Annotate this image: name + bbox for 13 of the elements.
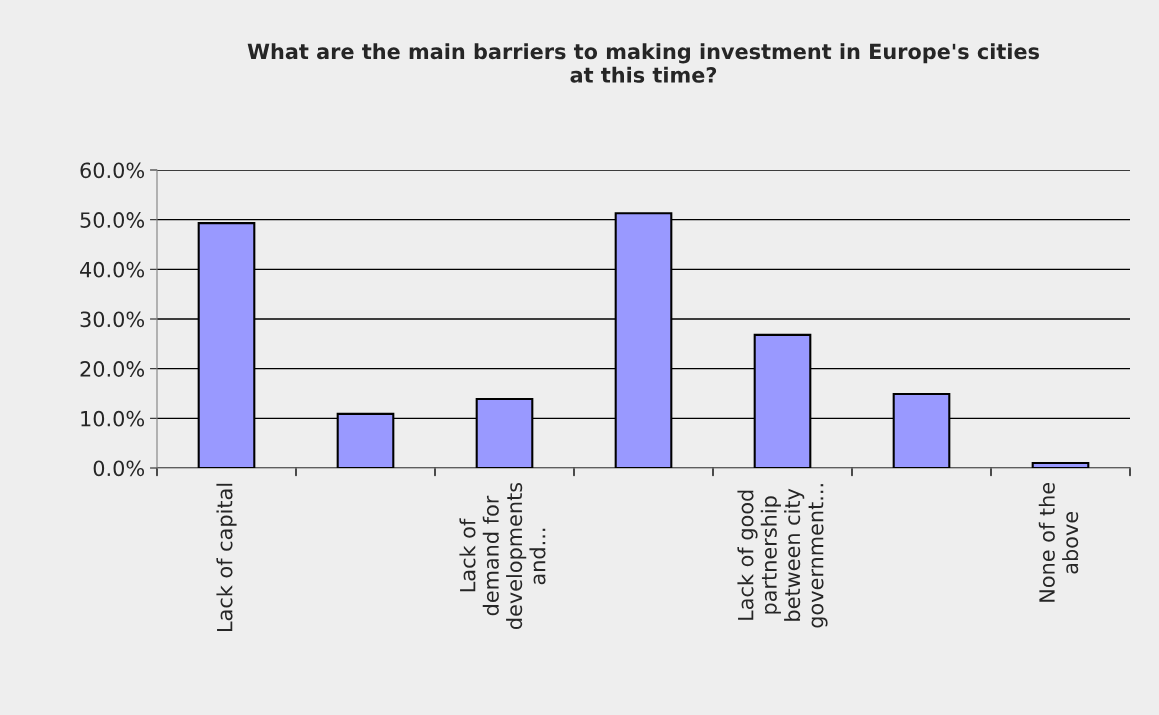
chart-title: What are the main barriers to making investment in Europe's cities at this time?: [247, 43, 1039, 83]
y-tick-label: 50.0%: [80, 212, 145, 228]
x-tick-label: Lack of good partnership between city government...: [737, 484, 828, 628]
y-tick-label: 0.0%: [93, 460, 145, 477]
y-tick-label: 30.0%: [80, 311, 145, 328]
y-tick-label: 20.0%: [80, 361, 145, 377]
y-tick-label: 40.0%: [80, 261, 145, 278]
x-tick-label: None of the above: [1038, 483, 1079, 602]
x-tick-label: Lack of capital: [216, 483, 237, 632]
x-tick-label: Lack of demand for developments and...: [459, 482, 546, 630]
bar: [1031, 461, 1090, 468]
y-tick-label: 10.0%: [81, 410, 145, 427]
y-tick-label: 60.0%: [80, 162, 145, 179]
